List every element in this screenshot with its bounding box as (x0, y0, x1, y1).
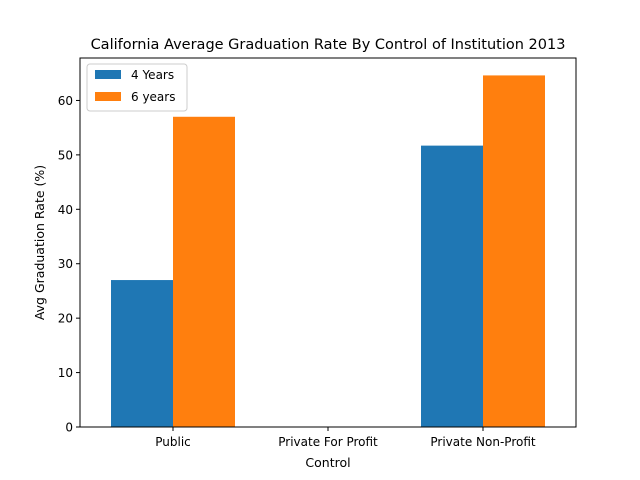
bars (111, 75, 545, 428)
legend-label-6-years: 6 years (131, 90, 175, 104)
x-tick-label-public: Public (155, 435, 191, 449)
y-tick-label-10: 10 (58, 366, 73, 380)
legend-label-4-years: 4 Years (131, 68, 174, 82)
x-axis-label: Control (305, 455, 350, 470)
y-axis-ticks: 0 10 20 30 40 50 60 (58, 94, 80, 435)
bar-public-4-years (111, 280, 173, 427)
x-axis-ticks: Public Private For Profit Private Non-Prof… (155, 427, 536, 449)
y-axis-label: Avg Graduation Rate (%) (32, 165, 47, 320)
legend-swatch-4-years (95, 70, 121, 79)
y-tick-label-0: 0 (65, 421, 73, 435)
y-tick-label-60: 60 (58, 94, 73, 108)
bar-public-6-years (173, 116, 235, 428)
chart-title: California Average Graduation Rate By Co… (91, 37, 566, 53)
plot-frame (79, 57, 577, 428)
y-tick-label-40: 40 (58, 203, 73, 217)
bar-private-non-profit-4-years (421, 145, 483, 427)
legend-swatch-6-years (95, 92, 121, 101)
x-tick-label-private-for-profit: Private For Profit (278, 435, 378, 449)
y-tick-label-50: 50 (58, 148, 73, 162)
legend: 4 Years 6 years (86, 63, 188, 112)
y-tick-label-20: 20 (58, 312, 73, 326)
x-tick-label-private-non-profit: Private Non-Profit (430, 435, 536, 449)
y-tick-label-30: 30 (58, 257, 73, 271)
bar-private-non-profit-6-years (483, 75, 545, 428)
